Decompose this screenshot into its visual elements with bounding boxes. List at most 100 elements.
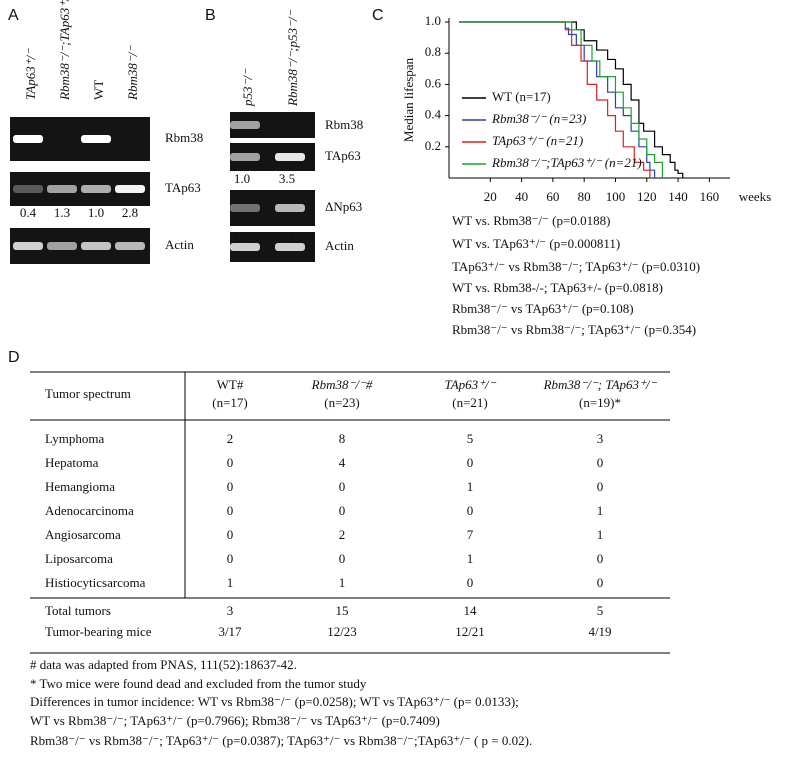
header-cell: (n=17) [212,395,248,410]
quant: 1.0 [234,171,250,186]
band [275,243,305,251]
stat-line: TAp63⁺/⁻ vs Rbm38⁻/⁻; TAp63⁺/⁻ (p=0.0310… [452,259,700,274]
cell: 0 [467,503,474,518]
legend-label: Rbm38⁻/⁻;TAp63⁺/⁻ (n=21) [491,155,642,170]
panel-label: A [8,7,19,24]
x-tick-label: 120 [637,189,657,204]
row-label: Rbm38 [165,130,203,145]
x-axis-label: weeks [739,189,772,204]
x-tick-label: 100 [606,189,626,204]
footnote: Differences in tumor incidence: WT vs Rb… [30,694,519,709]
y-tick-label: 0.2 [425,138,441,153]
y-tick-label: 1.0 [425,13,441,28]
panel-label: B [205,7,216,24]
footnote: WT vs Rbm38⁻/⁻; TAp63⁺/⁻ (p=0.7966); Rbm… [30,713,440,728]
cell: 2 [227,431,234,446]
cell: 3/17 [218,624,242,639]
cell: 0 [227,551,234,566]
cell: 0 [597,575,604,590]
header-cell: (n=21) [452,395,488,410]
band [47,242,77,250]
cell: 1 [597,503,604,518]
stat-line: Rbm38⁻/⁻ vs Rbm38⁻/⁻; TAp63⁺/⁻ (p=0.354) [452,322,696,337]
header-cell: (n=19)* [579,395,621,410]
cell: 0 [467,455,474,470]
cell: 2 [339,527,346,542]
band [81,242,111,250]
band [230,153,260,161]
cell: 5 [597,603,604,618]
x-tick-label: 140 [668,189,688,204]
lane-label: Rbm38⁻/⁻ [125,45,140,101]
quant: 1.3 [54,205,70,220]
stat-line: WT vs. TAp63⁺/⁻ (p=0.000811) [452,236,620,251]
x-tick-label: 80 [578,189,591,204]
stat-line: WT vs. Rbm38⁻/⁻ (p=0.0188) [452,213,610,228]
legend-label: Rbm38⁻/⁻ (n=23) [491,111,586,126]
cell: 0 [227,479,234,494]
cell: 0 [227,527,234,542]
x-tick-label: 20 [484,189,497,204]
cell: 0 [339,503,346,518]
cell: 0 [597,551,604,566]
cell: 14 [464,603,478,618]
footnote: * Two mice were found dead and excluded … [30,676,367,691]
y-tick-label: 0.6 [425,75,442,90]
band [275,153,305,161]
cell: Hemangioma [45,479,115,494]
header-cell: (n=23) [324,395,360,410]
quant: 1.0 [234,229,250,244]
footnote: # data was adapted from PNAS, 111(52):18… [30,657,297,672]
cell: 1 [339,575,346,590]
row-label: Actin [325,238,354,253]
cell: Histiocyticsarcoma [45,575,146,590]
y-tick-label: 0.8 [425,44,441,59]
cell: 5 [467,431,474,446]
cell: 8 [339,431,346,446]
cell: 0 [597,479,604,494]
legend-label: TAp63⁺/⁻ (n=21) [492,133,583,148]
x-tick-label: 160 [700,189,720,204]
cell: 1 [467,479,474,494]
row-label: Rbm38 [325,117,363,132]
lane-label: Rbm38⁻/⁻;p53⁻/⁻ [285,10,300,107]
cell: 0 [339,479,346,494]
stat-line: WT vs. Rbm38-/-; TAp63+/- (p=0.0818) [452,280,663,295]
cell: 3 [227,603,234,618]
y-tick-label: 0.4 [425,107,442,122]
quant: 0.4 [20,205,37,220]
cell: 0 [227,503,234,518]
quant: 2.8 [122,205,138,220]
row-label: Actin [165,237,194,252]
cell: 0 [339,551,346,566]
band [230,121,260,129]
row-label: TAp63 [325,148,361,163]
band [81,185,111,193]
cell: 1 [227,575,234,590]
band [275,204,305,212]
cell: 12/21 [455,624,485,639]
cell: 0 [227,455,234,470]
cell: Adenocarcinoma [45,503,134,518]
band [13,135,43,143]
cell: Liposarcoma [45,551,113,566]
cell: 12/23 [327,624,357,639]
cell: 7 [467,527,474,542]
panel-label: C [372,7,384,24]
survival-curve [459,21,651,178]
cell: Hepatoma [45,455,99,470]
cell: 0 [467,575,474,590]
cell: 15 [336,603,349,618]
cell: 3 [597,431,604,446]
header-cell: Rbm38⁻/⁻# [311,377,373,392]
legend-label: WT (n=17) [492,89,551,104]
band [13,185,43,193]
header-cell: Rbm38⁻/⁻; TAp63⁺/⁻ [543,377,658,392]
band [13,242,43,250]
lane-label: WT [91,80,106,100]
header-cell: WT# [217,377,244,392]
lane-label: p53⁻/⁻ [240,68,255,107]
cell: 0 [597,455,604,470]
survival-curve [459,21,684,178]
lane-label: Rbm38⁻/⁻;TAp63⁺/⁻ [57,0,72,101]
